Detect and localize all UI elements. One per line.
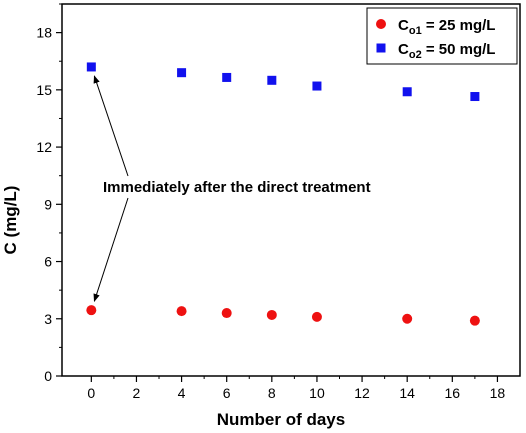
legend-marker [376,43,386,53]
y-tick-label: 9 [44,196,52,212]
y-axis-title: C (mg/L) [1,186,20,255]
y-tick-label: 0 [44,368,52,384]
series-1-point [86,305,97,316]
x-tick-label: 14 [399,385,415,401]
x-tick-label: 6 [223,385,231,401]
legend-label: Co1 = 25 mg/L [398,17,495,37]
axis-ticks: 0 2 4 6 8 10 12 14 16 18 0 3 6 9 12 15 18 [36,3,506,401]
x-tick-label: 0 [87,385,95,401]
series-2-point [222,72,232,82]
y-tick-label: 3 [44,311,52,327]
x-tick-label: 10 [309,385,325,401]
y-tick-label: 18 [36,25,52,41]
series-2-point [470,92,480,102]
annotation-text: Immediately after the direct treatment [103,179,371,196]
y-tick-label: 6 [44,254,52,270]
annotation-arrow [93,197,129,302]
series-2-point [267,75,277,85]
series-1-point [402,313,413,324]
x-tick-label: 12 [354,385,370,401]
annotation-arrow [93,75,129,177]
series-1-point [221,308,232,319]
x-axis-title: Number of days [217,410,345,429]
legend-marker [376,19,386,29]
series-2-point [402,87,412,97]
legend-label: Co2 = 50 mg/L [398,41,495,61]
y-tick-label: 12 [36,139,52,155]
data-points [86,62,480,326]
annotation: Immediately after the direct treatment [93,75,371,302]
series-1-point [176,306,187,317]
series-2-point [312,81,322,91]
series-1-point [469,315,480,326]
series-2-point [86,62,96,72]
series-2-point [177,68,187,78]
legend-box [366,7,518,65]
legend: Co1 = 25 mg/L Co2 = 50 mg/L [366,7,518,65]
series-1-point [311,311,322,322]
plot-frame [61,3,521,377]
series-1-point [266,309,277,320]
x-tick-label: 18 [490,385,506,401]
y-tick-label: 15 [36,82,52,98]
x-tick-label: 8 [268,385,276,401]
x-tick-label: 4 [178,385,186,401]
x-tick-label: 2 [133,385,141,401]
x-tick-label: 16 [445,385,461,401]
